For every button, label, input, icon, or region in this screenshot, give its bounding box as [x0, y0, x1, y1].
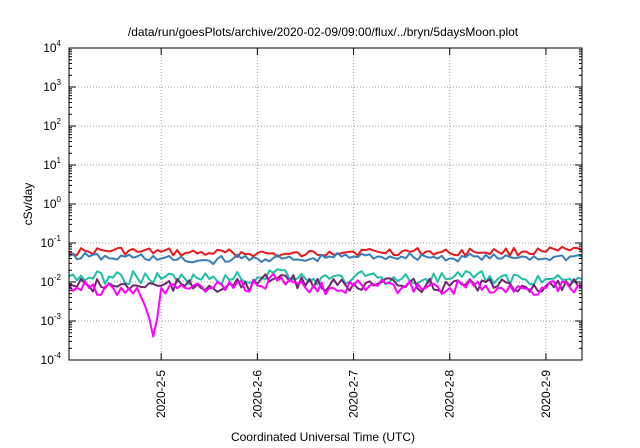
y-axis-label: cSv/day: [21, 183, 35, 226]
x-tick-label: 2020-2-5: [154, 370, 168, 418]
series-line-1: [68, 245, 583, 259]
chart-title: /data/run/goesPlots/archive/2020-02-09/0…: [128, 25, 519, 39]
y-tick-label: 101: [43, 156, 61, 172]
x-tick-label: 2020-2-7: [347, 370, 361, 418]
y-tick-label: 100: [43, 195, 61, 211]
series-group: [68, 245, 583, 338]
x-tick-label: 2020-2-6: [250, 370, 264, 418]
series-line-5: [68, 272, 583, 338]
y-tick-label: 10-1: [41, 234, 62, 250]
y-tick-label: 103: [43, 78, 61, 94]
x-axis: 2020-2-5 2020-2-6 2020-2-7 2020-2-8 2020-2-9: [154, 48, 553, 418]
y-tick-label: 104: [43, 39, 61, 55]
y-tick-label: 10-4: [41, 351, 62, 367]
y-tick-label: 10-2: [41, 273, 62, 289]
x-axis-label: Coordinated Universal Time (UTC): [231, 430, 415, 444]
y-tick-label: 10-3: [41, 312, 62, 328]
grid: [69, 48, 582, 360]
y-tick-label: 102: [43, 117, 61, 133]
series-line-2: [68, 251, 583, 266]
series-line-3: [68, 268, 583, 286]
x-tick-label: 2020-2-9: [539, 370, 553, 418]
x-tick-label: 2020-2-8: [443, 370, 457, 418]
series-line-4: [68, 273, 582, 294]
y-axis: 10-4 10-3 10-2 10-1 100 101 102 103 104: [41, 39, 582, 367]
